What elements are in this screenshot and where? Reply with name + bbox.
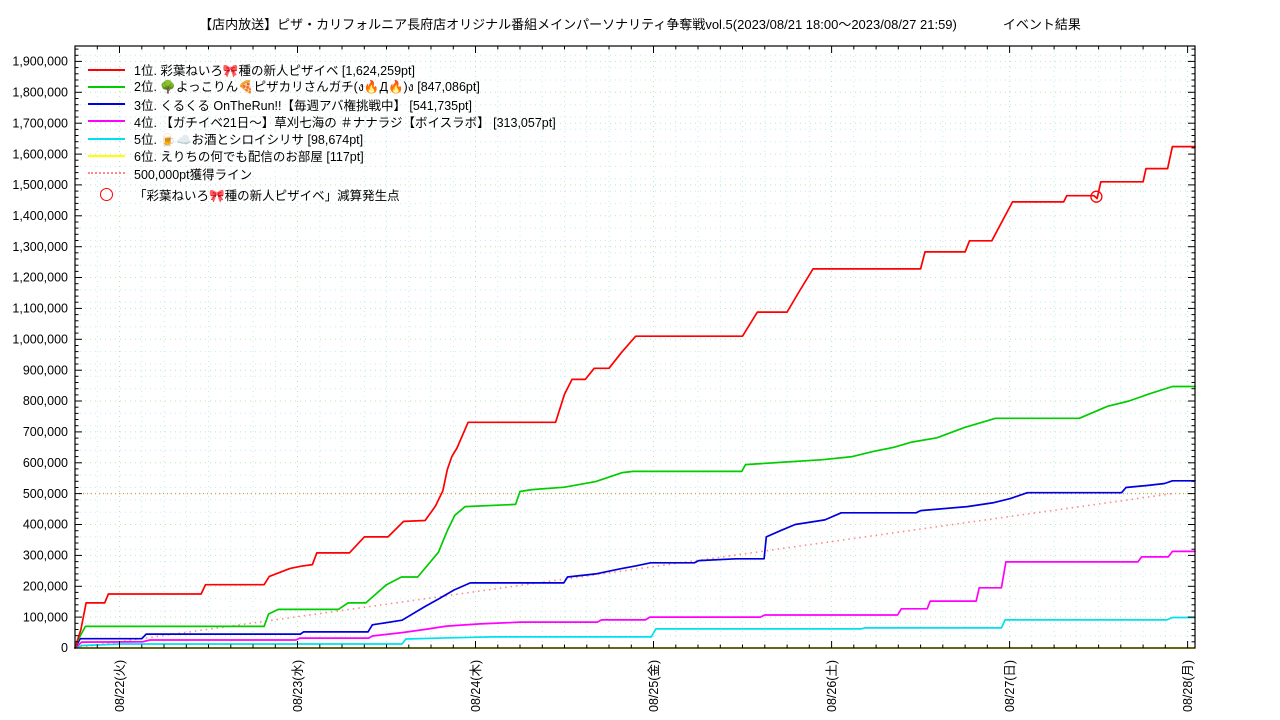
legend-label: 2位. 🌳よっこりん🍕ピザカリさんガチ(ง🔥Д🔥)ง [847,086pt] [134, 80, 480, 95]
x-axis-label: 08/24(木) [469, 660, 483, 712]
legend-label: 4位. 【ガチイベ21日～】草刈七海の ＃ナナラジ【ボイスラボ】 [313,05… [134, 115, 556, 130]
legend-label: 5位. 🍺☁️お酒とシロイシリサ [98,674pt] [134, 133, 364, 148]
legend-line-sample-icon [88, 172, 125, 175]
deduction-point-marker [1090, 190, 1103, 203]
y-axis-label: 100,000 [23, 610, 68, 624]
legend-circle-marker-icon [88, 187, 125, 201]
y-axis-label: 1,300,000 [12, 240, 68, 254]
legend-line-swatch [88, 137, 125, 140]
y-axis-label: 1,000,000 [12, 333, 68, 347]
legend-item-5: 5位. 🍺☁️お酒とシロイシリサ [98,674pt] [88, 130, 556, 147]
legend-item-4: 4位. 【ガチイベ21日～】草刈七海の ＃ナナラジ【ボイスラボ】 [313,05… [88, 113, 556, 130]
legend-line-swatch [88, 68, 125, 71]
legend-label: 3位. くるくる OnTheRun!!【毎週アバ権挑戦中】 [541,735pt… [134, 98, 472, 113]
chart-legend: 1位. 彩葉ねいろ🎀種の新人ピザイベ [1,624,259pt] 2位. 🌳よっこ… [88, 61, 556, 203]
series-line-1 [74, 145, 1196, 649]
legend-line-swatch [88, 154, 125, 157]
series-line-4 [74, 550, 1196, 649]
legend-line-swatch [88, 172, 125, 175]
deduction-marker-icon [100, 187, 113, 201]
legend-item-8: 「彩葉ねいろ🎀種の新人ピザイベ」減算発生点 [88, 186, 556, 203]
x-axis-label: 08/26(土) [825, 660, 839, 712]
y-axis-label: 200,000 [23, 580, 68, 594]
y-axis-label: 1,200,000 [12, 271, 68, 285]
legend-label: 6位. えりちの何でも配信のお部屋 [117pt] [134, 150, 364, 165]
legend-label: 1位. 彩葉ねいろ🎀種の新人ピザイベ [1,624,259pt] [134, 64, 415, 79]
y-axis-label: 1,600,000 [12, 147, 68, 161]
legend-item-7: 500,000pt獲得ライン [88, 165, 556, 182]
legend-item-1: 1位. 彩葉ねいろ🎀種の新人ピザイベ [1,624,259pt] [88, 61, 556, 78]
y-axis-label: 600,000 [23, 456, 68, 470]
series-line-3 [74, 479, 1196, 649]
y-axis-label: 1,800,000 [12, 86, 68, 100]
chart-title-suffix: イベント結果 [1002, 17, 1081, 32]
x-axis-label: 08/23(水) [291, 660, 305, 712]
legend-line-sample-icon [88, 154, 125, 157]
legend-line-sample-icon [88, 85, 125, 88]
y-axis-label: 1,500,000 [12, 178, 68, 192]
y-axis-label: 500,000 [23, 487, 68, 501]
pace-500k-line [74, 492, 1173, 649]
y-axis-label: 1,100,000 [12, 302, 68, 316]
y-axis-label: 800,000 [23, 394, 68, 408]
series-line-5 [74, 616, 1196, 649]
y-axis-label: 400,000 [23, 518, 68, 532]
legend-label: 「彩葉ねいろ🎀種の新人ピザイベ」減算発生点 [134, 188, 400, 203]
legend-line-sample-icon [88, 68, 125, 71]
y-axis-label: 0 [61, 641, 68, 655]
series-line-2 [74, 385, 1196, 649]
y-axis-label: 1,900,000 [12, 55, 68, 69]
legend-line-swatch [88, 103, 125, 106]
y-axis-label: 1,700,000 [12, 116, 68, 130]
legend-line-sample-icon [88, 137, 125, 140]
legend-label: 500,000pt獲得ライン [134, 167, 253, 182]
y-axis-label: 1,400,000 [12, 209, 68, 223]
legend-line-sample-icon [88, 120, 125, 123]
legend-line-swatch [88, 85, 125, 88]
legend-item-3: 3位. くるくる OnTheRun!!【毎週アバ権挑戦中】 [541,735pt… [88, 96, 556, 113]
x-axis-label: 08/22(火) [113, 660, 127, 712]
x-axis-label: 08/25(金) [646, 660, 661, 712]
plot-frame [74, 45, 1196, 649]
y-axis-label: 900,000 [23, 363, 68, 377]
chart-title-main: 【店内放送】ピザ・カリフォルニア長府店オリジナル番組メインパーソナリティ争奪戦v… [199, 17, 957, 32]
x-axis-label: 08/27(日) [1003, 660, 1017, 712]
x-axis-label: 08/28(月) [1181, 660, 1195, 712]
y-axis-label: 300,000 [23, 549, 68, 563]
legend-line-swatch [88, 120, 125, 123]
legend-line-sample-icon [88, 103, 125, 106]
legend-item-2: 2位. 🌳よっこりん🍕ピザカリさんガチ(ง🔥Д🔥)ง [847,086pt] [88, 78, 556, 95]
y-axis-label: 700,000 [23, 425, 68, 439]
legend-item-6: 6位. えりちの何でも配信のお部屋 [117pt] [88, 147, 556, 164]
chart-title: 【店内放送】ピザ・カリフォルニア長府店オリジナル番組メインパーソナリティ争奪戦v… [0, 14, 1280, 33]
